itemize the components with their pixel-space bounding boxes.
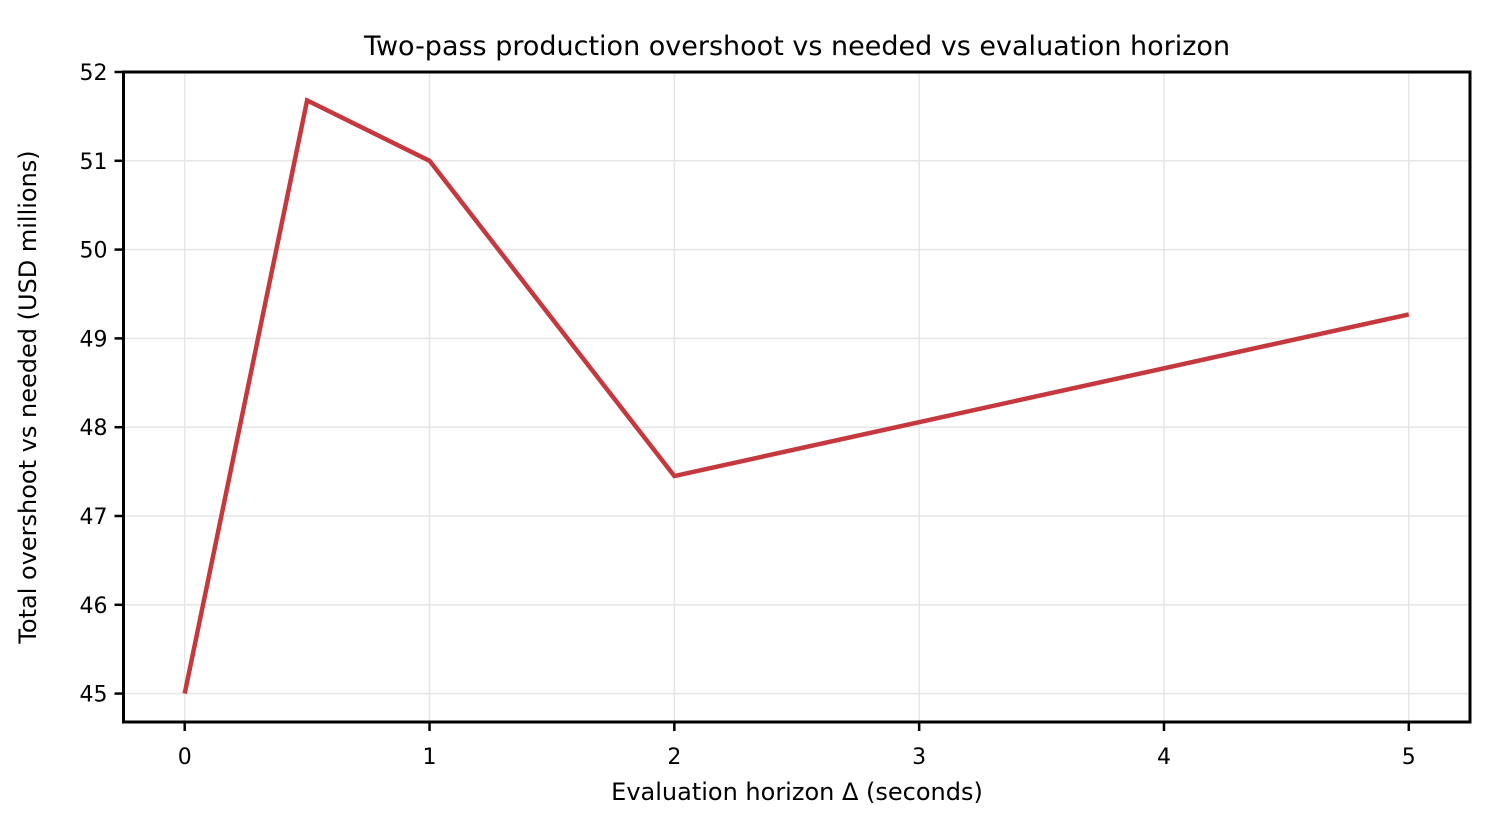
y-tick-label: 47 [80, 505, 108, 530]
y-tick-label: 46 [80, 594, 108, 619]
y-axis-label: Total overshoot vs needed (USD millions) [14, 150, 42, 644]
x-tick-label: 3 [912, 745, 926, 770]
y-tick-label: 48 [80, 416, 108, 441]
grid-layer [123, 71, 1470, 722]
x-tick-label: 1 [423, 745, 437, 770]
x-tick-label: 2 [667, 745, 681, 770]
chart-title: Two-pass production overshoot vs needed … [363, 31, 1230, 62]
x-tick-label: 0 [178, 745, 192, 770]
x-axis-label: Evaluation horizon Δ (seconds) [611, 778, 983, 806]
series-line-overshoot-vs-needed [182, 97, 1410, 695]
y-tick-label: 50 [80, 239, 108, 264]
series-layer [182, 97, 1410, 695]
y-tick-label: 49 [80, 327, 108, 352]
plot-border [122, 70, 1472, 724]
y-tick-label: 45 [80, 683, 108, 708]
x-tick-label: 4 [1157, 745, 1171, 770]
y-tick-label: 51 [80, 150, 108, 175]
x-tick-label: 5 [1402, 745, 1416, 770]
y-tick-label: 52 [80, 61, 108, 86]
